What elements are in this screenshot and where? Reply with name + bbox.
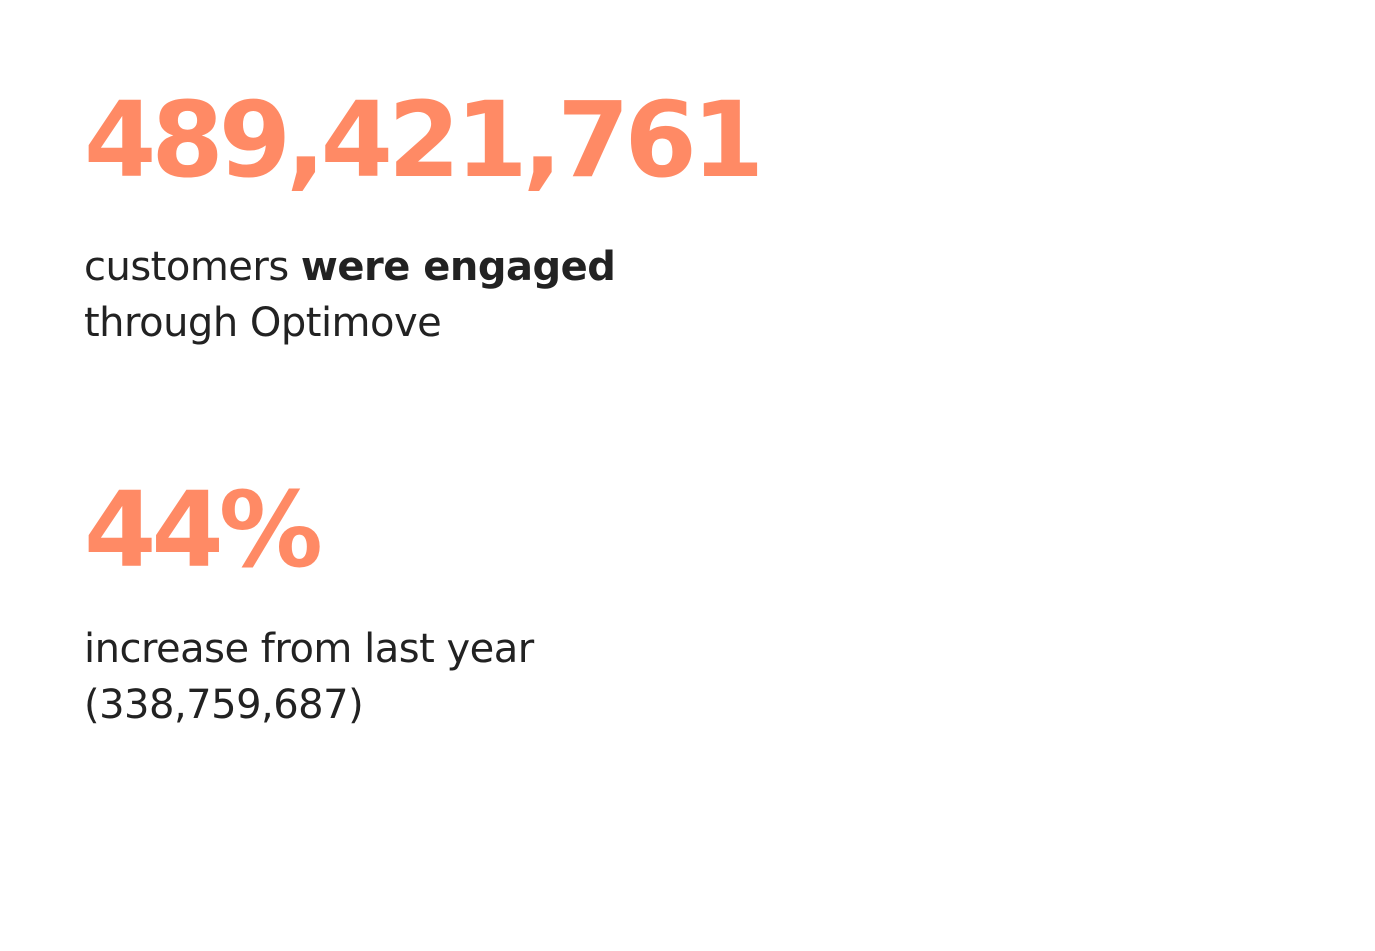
customers-engaged-number: 489,421,761 — [84, 79, 764, 201]
stat-customers-engaged: 489,421,761 customers were engaged throu… — [84, 78, 764, 351]
stat-yearly-increase: 44% increase from last year (338,759,687… — [84, 468, 534, 733]
yearly-increase-description: increase from last year (338,759,687) — [84, 621, 534, 733]
yearly-increase-percent: 44% — [84, 469, 323, 591]
description-bold-text: were engaged — [300, 244, 616, 290]
increase-previous-value: (338,759,687) — [84, 682, 364, 728]
increase-description-line-1: increase from last year — [84, 626, 534, 672]
description-line-1: customers were engaged — [84, 239, 759, 295]
description-plain-text: customers — [84, 244, 301, 290]
description-line-2: through Optimove — [84, 300, 442, 346]
customers-engaged-description: customers were engaged through Optimove — [84, 239, 759, 351]
